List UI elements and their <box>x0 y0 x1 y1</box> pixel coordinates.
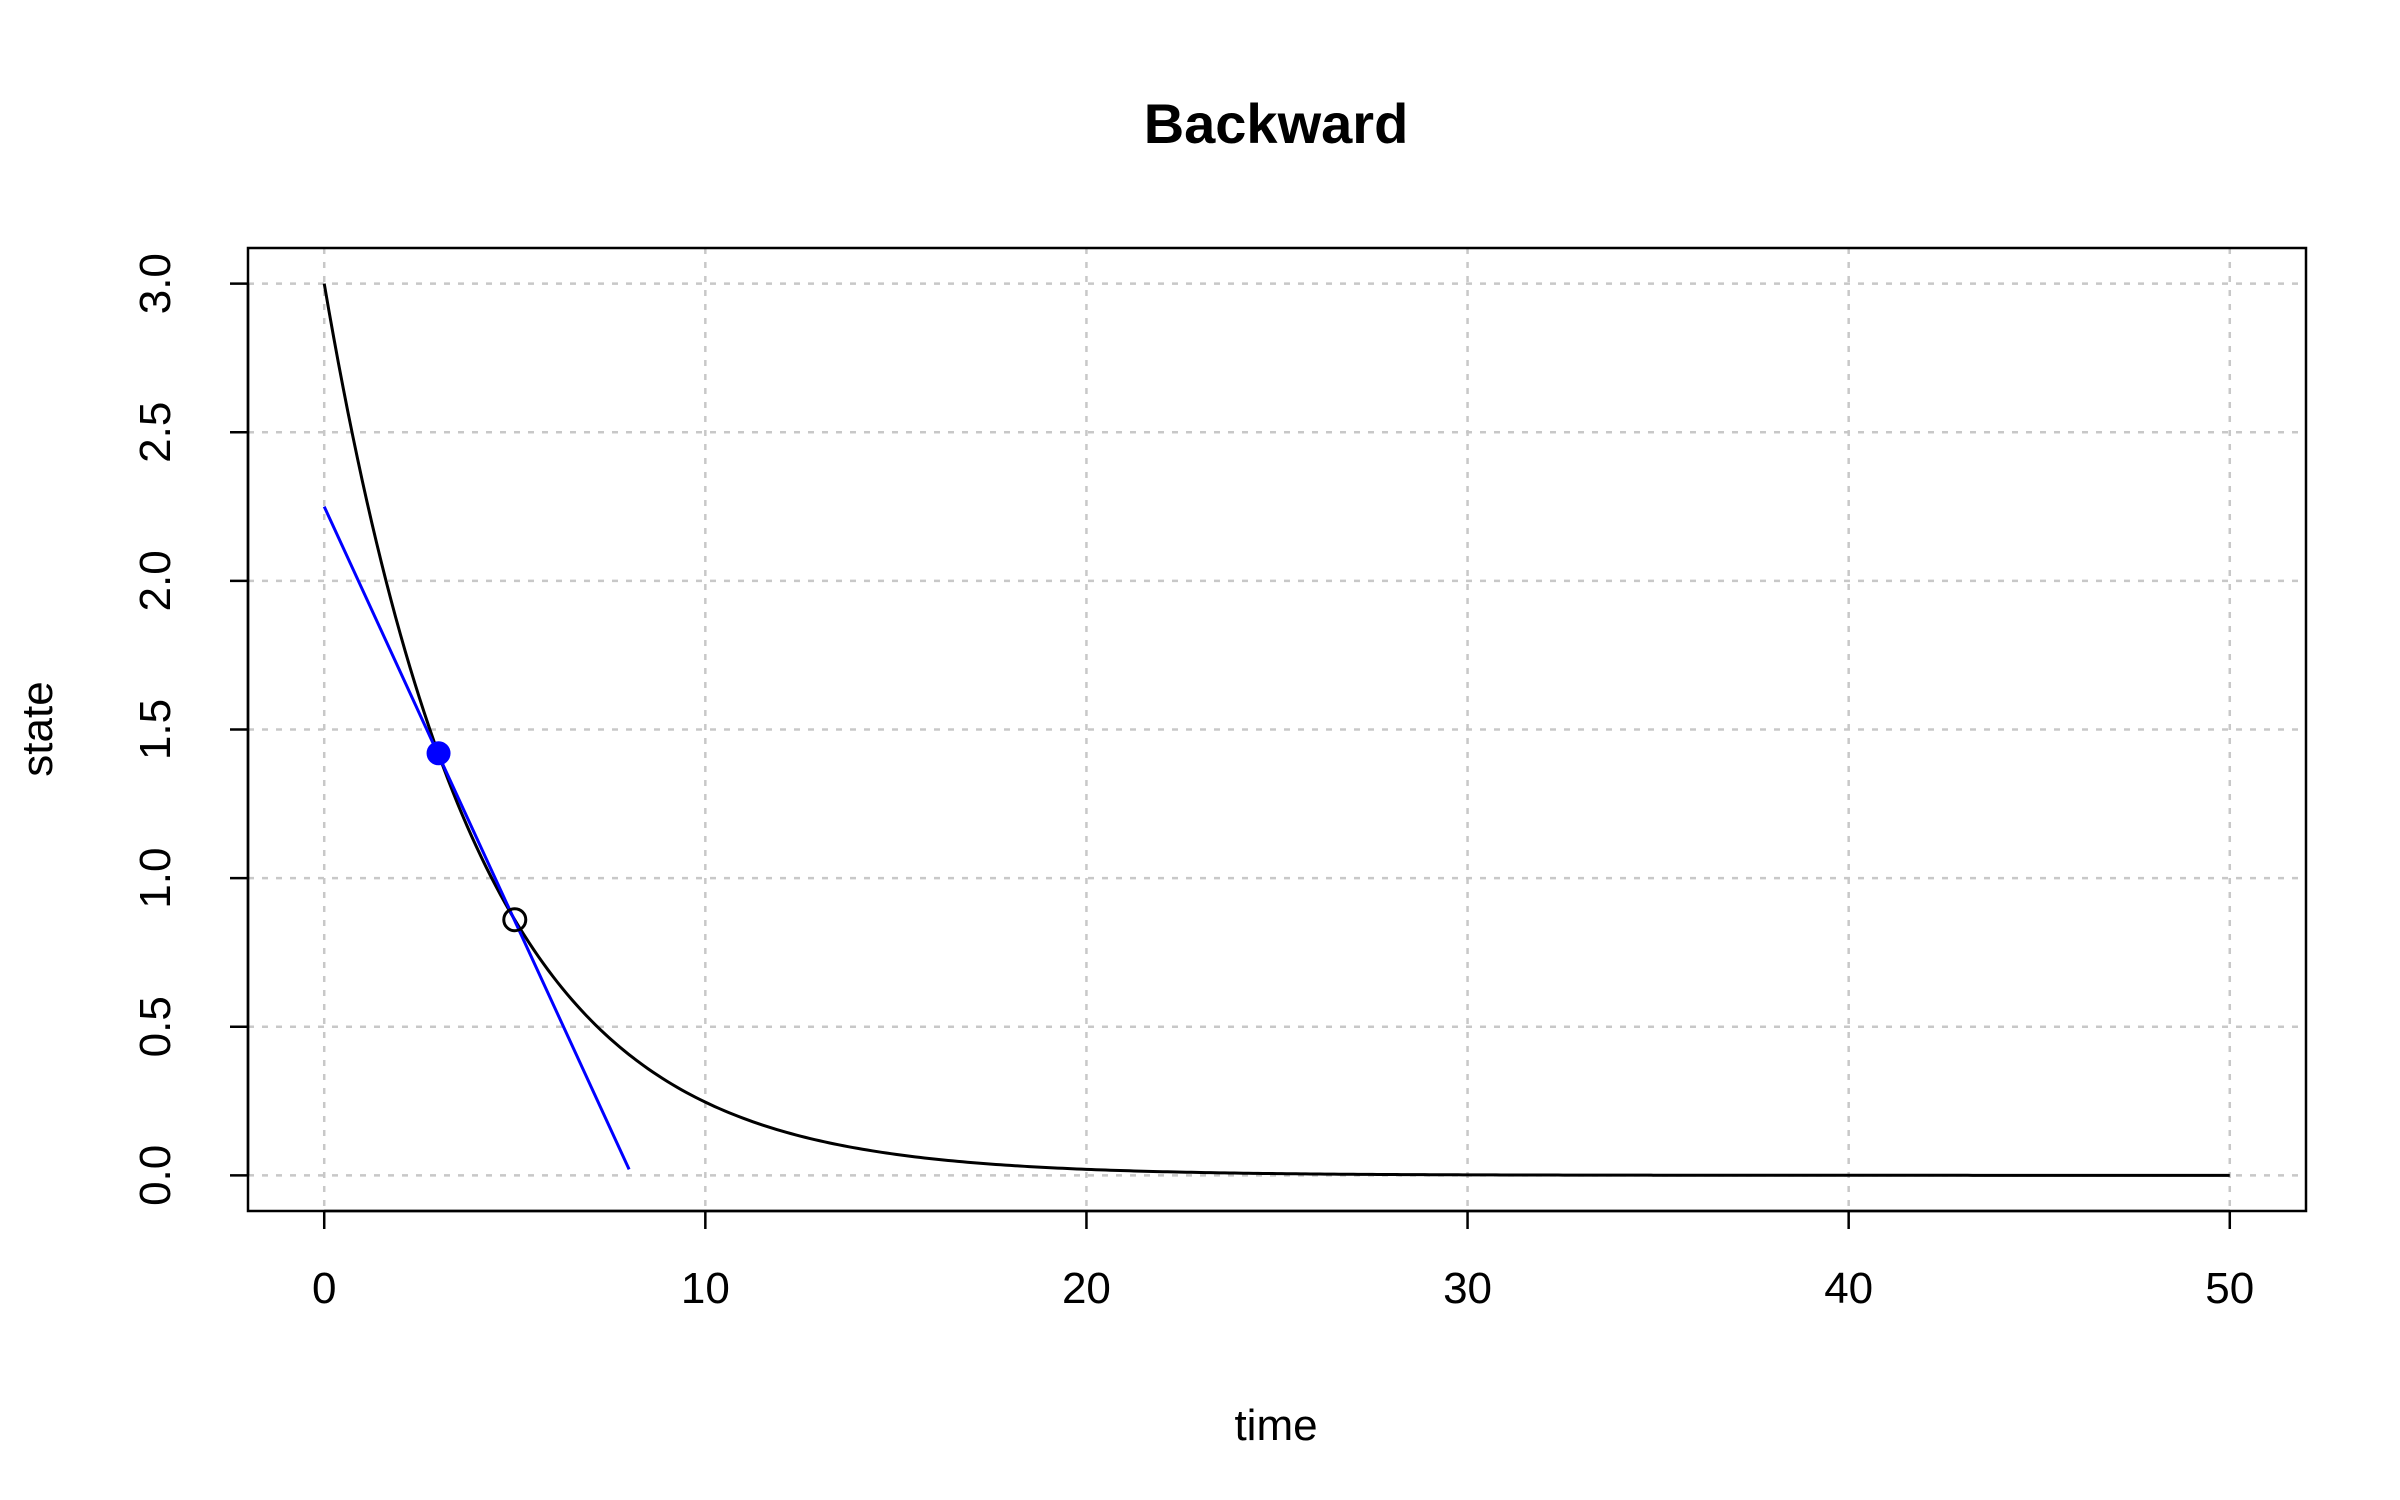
grid <box>248 248 2306 1211</box>
tangent-line <box>322 505 631 1171</box>
state-curve <box>322 283 2230 1177</box>
y-tick-label: 0.0 <box>131 1145 180 1206</box>
x-axis: 0 10 20 30 40 50 <box>312 1209 2254 1313</box>
x-tick-label: 20 <box>1062 1264 1111 1313</box>
series-layer <box>322 283 2230 1177</box>
next-point-marker <box>502 907 528 933</box>
y-tick-label: 2.0 <box>131 550 180 611</box>
current-point-marker <box>426 741 451 766</box>
y-tick-label: 0.5 <box>131 996 180 1057</box>
y-tick-label: 1.0 <box>131 848 180 909</box>
x-tick-label: 0 <box>312 1264 336 1313</box>
points-layer <box>426 741 528 933</box>
y-tick-label: 2.5 <box>131 402 180 463</box>
x-tick-label: 30 <box>1443 1264 1492 1313</box>
x-tick-label: 40 <box>1824 1264 1873 1313</box>
x-tick-label: 50 <box>2205 1264 2254 1313</box>
chart-title: Backward <box>1144 92 1409 155</box>
y-tick-label: 3.0 <box>131 253 180 314</box>
x-axis-label: time <box>1234 1401 1317 1450</box>
x-tick-label: 10 <box>681 1264 730 1313</box>
y-axis: 0.0 0.5 1.0 1.5 2.0 2.5 3.0 <box>131 253 250 1206</box>
y-tick-label: 1.5 <box>131 699 180 760</box>
y-axis-label: state <box>13 681 62 776</box>
